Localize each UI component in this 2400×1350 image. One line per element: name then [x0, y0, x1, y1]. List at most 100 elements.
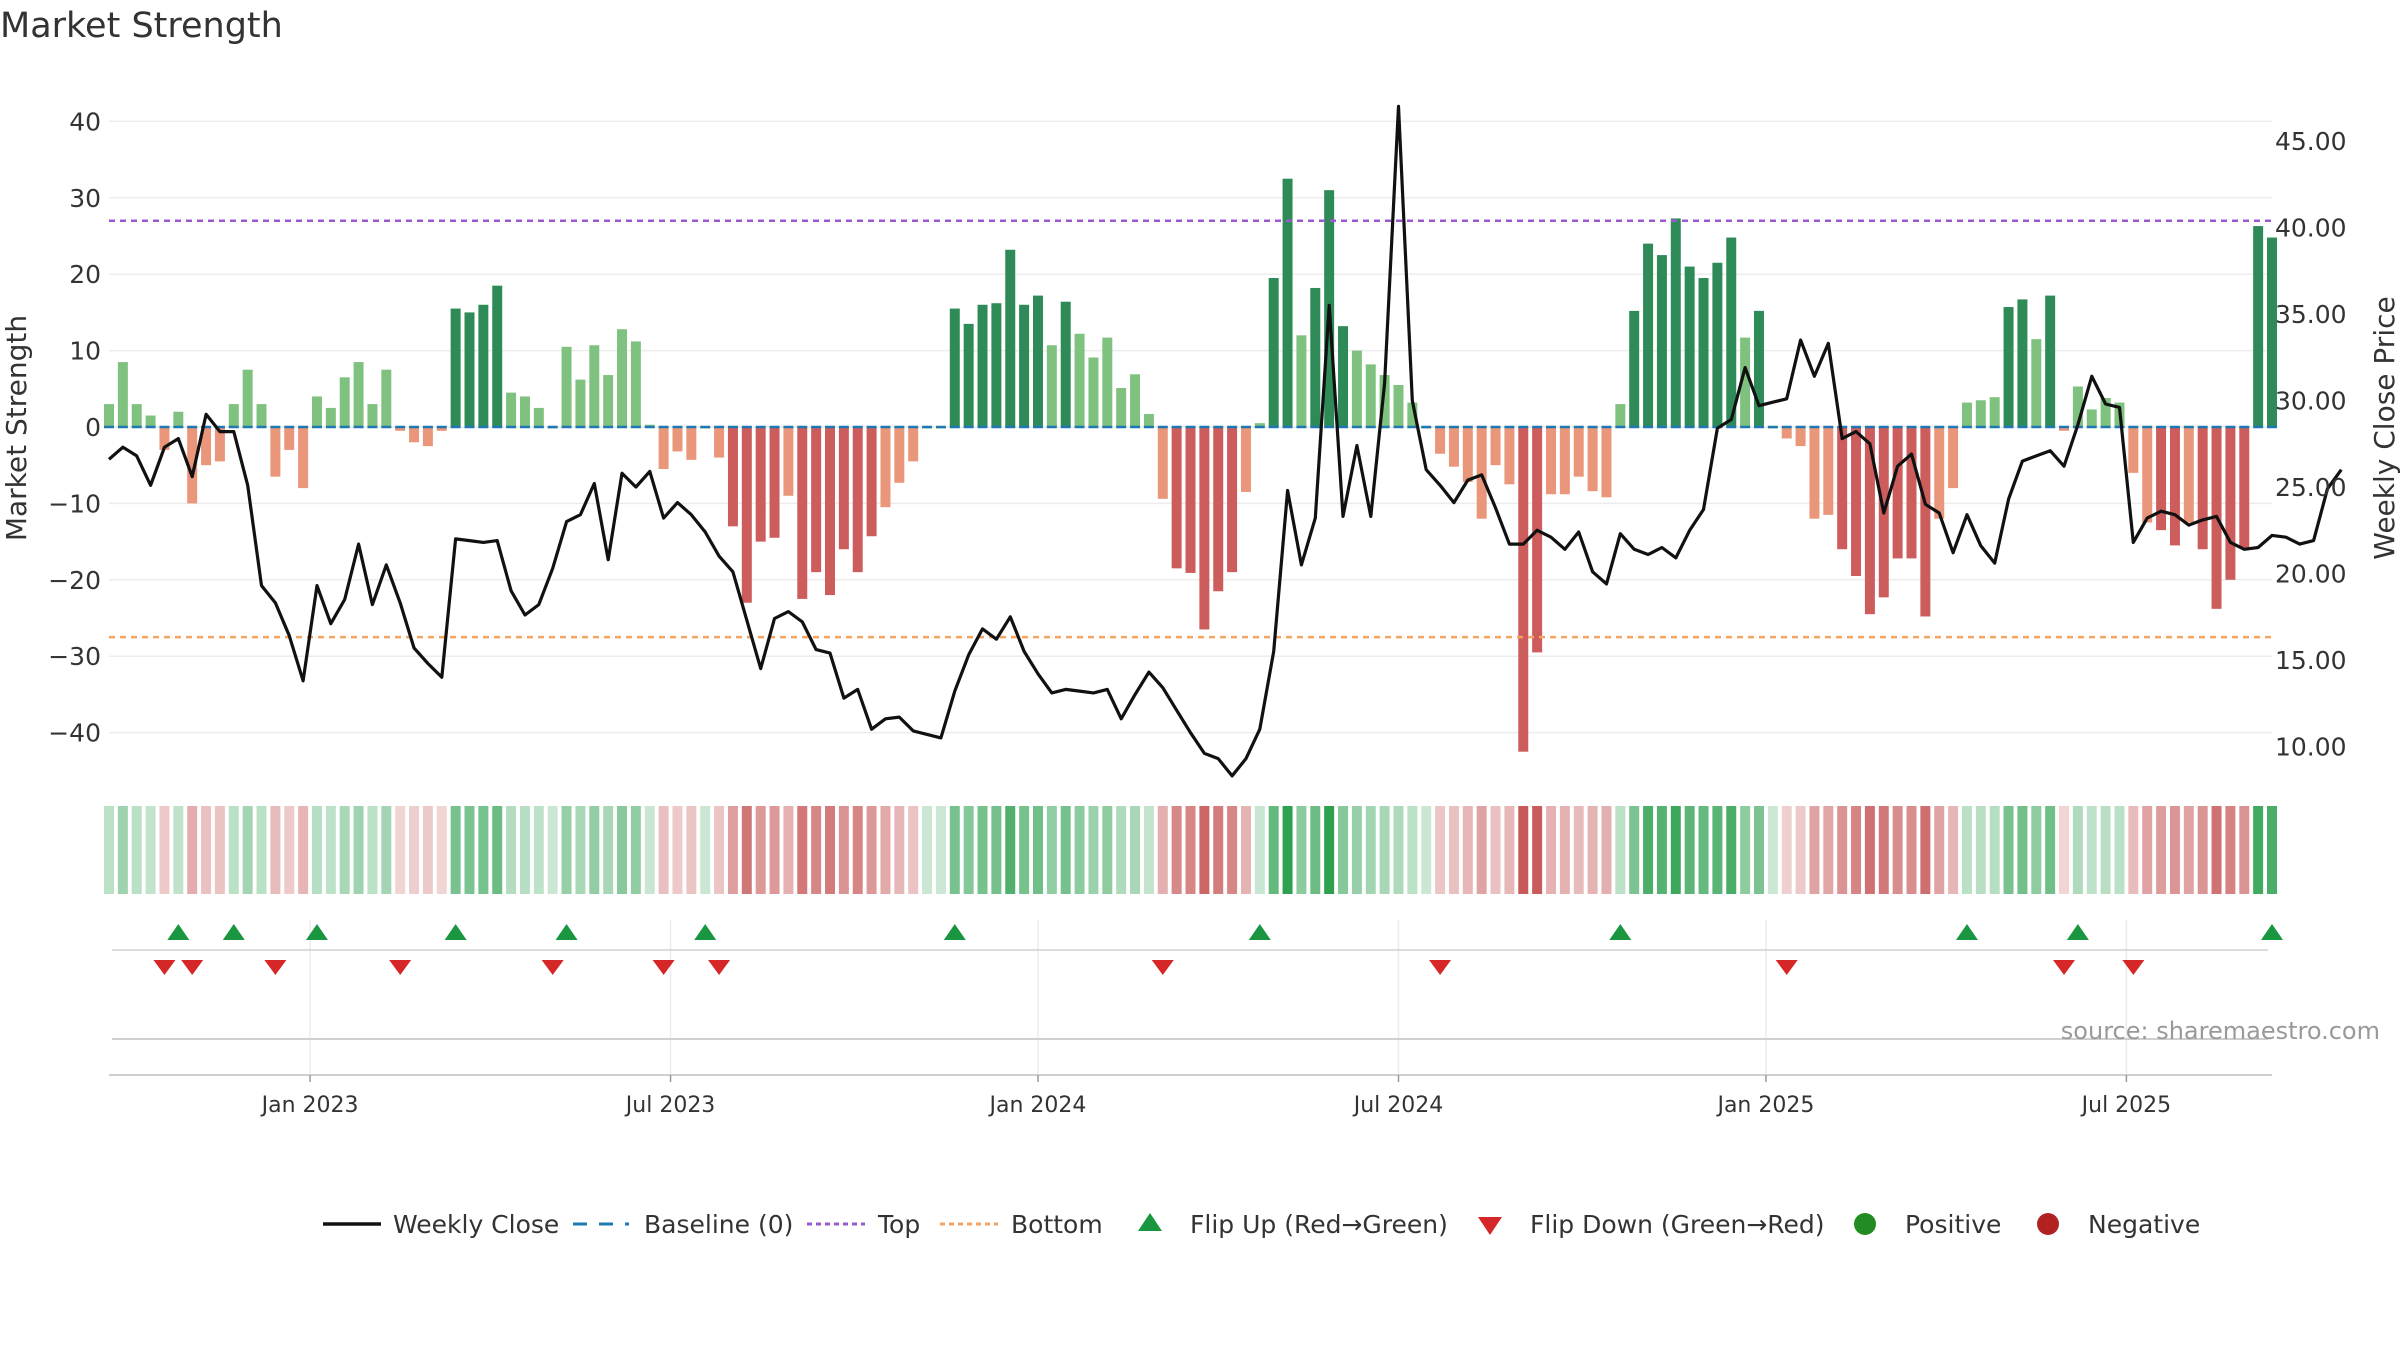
- strength-bar: [769, 427, 780, 538]
- heat-strip-cell: [922, 806, 933, 894]
- strength-bar: [1851, 427, 1862, 576]
- heat-strip-cell: [2211, 806, 2222, 894]
- heat-strip-cell: [1393, 806, 1404, 894]
- strength-bar: [1116, 388, 1127, 427]
- heat-strip-cell: [949, 806, 960, 894]
- strength-bar: [741, 427, 752, 603]
- right-tick-label: 35.00: [2275, 300, 2347, 329]
- chart-title: Market Strength: [0, 6, 283, 46]
- heat-strip-cell: [214, 806, 225, 894]
- heat-strip-cell: [228, 806, 239, 894]
- strength-bar: [838, 427, 849, 550]
- strength-bar: [1240, 427, 1251, 492]
- heat-strip-cell: [201, 806, 212, 894]
- strength-bar: [2059, 427, 2070, 431]
- strength-bar: [797, 427, 808, 599]
- strength-bar: [949, 308, 960, 427]
- heat-strip-cell: [2017, 806, 2028, 894]
- strength-bar: [1476, 427, 1487, 519]
- heat-strip-cell: [672, 806, 683, 894]
- heat-strip-cell: [1435, 806, 1446, 894]
- heat-strip-cell: [104, 806, 114, 894]
- strength-bar: [755, 427, 766, 542]
- heat-strip-cell: [644, 806, 655, 894]
- strength-bar: [1684, 266, 1695, 427]
- strength-bar: [727, 427, 738, 527]
- strength-bar: [2239, 427, 2250, 548]
- strength-bar: [270, 427, 281, 477]
- x-tick-label: Jan 2023: [260, 1093, 359, 1118]
- flip-down-marker: [2122, 960, 2145, 975]
- heat-strip-cell: [1476, 806, 1487, 894]
- heat-strip-cell: [963, 806, 974, 894]
- flip-up-marker: [555, 924, 578, 940]
- heat-strip-cell: [1421, 806, 1432, 894]
- strength-bar: [1462, 427, 1473, 483]
- heat-strip-cell: [991, 806, 1002, 894]
- flip-up-marker: [943, 924, 966, 940]
- strength-bar: [1601, 427, 1612, 498]
- heat-strip-cell: [1032, 806, 1043, 894]
- heat-strip-cell: [977, 806, 988, 894]
- heat-strip-cell: [1989, 806, 2000, 894]
- heat-strip-cell: [311, 806, 322, 894]
- strength-bar: [1143, 414, 1154, 427]
- strength-bar: [2197, 427, 2208, 550]
- heat-strip-cell: [1601, 806, 1612, 894]
- strength-bar: [1656, 255, 1667, 427]
- left-tick-label: 40: [69, 107, 101, 136]
- strength-bar: [1019, 304, 1030, 427]
- heat-strip-cell: [866, 806, 877, 894]
- strength-bar: [1934, 427, 1945, 519]
- heat-strip-cell: [1060, 806, 1071, 894]
- heat-strip-cell: [1920, 806, 1931, 894]
- heat-strip-cell: [1684, 806, 1695, 894]
- heat-strip-cell: [783, 806, 794, 894]
- strength-bar: [1032, 295, 1043, 427]
- heat-strip-cell: [1102, 806, 1113, 894]
- heat-strip-cell: [450, 806, 461, 894]
- strength-bar: [201, 427, 212, 466]
- left-tick-label: −40: [48, 719, 101, 748]
- flip-down-marker: [1429, 960, 1452, 975]
- strength-bar: [1407, 402, 1418, 427]
- strength-bar: [2169, 427, 2180, 546]
- heat-strip-cell: [2072, 806, 2083, 894]
- strength-bar: [187, 427, 198, 504]
- strength-bar: [1670, 218, 1681, 427]
- heat-strip-cell: [1282, 806, 1293, 894]
- strength-bar: [2100, 397, 2111, 427]
- heat-strip-cell: [2169, 806, 2180, 894]
- heat-strip-cell: [1532, 806, 1543, 894]
- strength-bar: [1920, 427, 1931, 617]
- heat-strip-cell: [2142, 806, 2153, 894]
- weekly-close-line: [107, 104, 2343, 778]
- heat-strip-cell: [1504, 806, 1515, 894]
- strength-bar: [908, 427, 919, 462]
- strength-bar: [409, 427, 420, 443]
- heat-strip-cell: [2253, 806, 2264, 894]
- flip-up-marker: [1955, 924, 1978, 940]
- heat-strip-cell: [409, 806, 420, 894]
- reference-lines: [104, 219, 2277, 639]
- flip-up-marker: [305, 924, 328, 940]
- heat-strip-cell: [1019, 806, 1030, 894]
- strength-bar: [1532, 427, 1543, 653]
- strength-bar: [2045, 295, 2056, 427]
- strength-bar: [1989, 397, 2000, 427]
- heat-strip-cell: [436, 806, 447, 894]
- heat-strip-cell: [422, 806, 433, 894]
- strength-bar: [228, 404, 239, 427]
- strength-bar: [1268, 278, 1279, 427]
- strength-bar: [1088, 357, 1099, 427]
- heat-strip-cell: [1740, 806, 1751, 894]
- strength-bar: [1546, 427, 1556, 495]
- heat-strip-cell: [714, 806, 725, 894]
- flip-markers: [112, 924, 2283, 975]
- right-tick-label: 40.00: [2275, 214, 2347, 243]
- strength-bar: [298, 427, 309, 489]
- heat-strip-cell: [658, 806, 669, 894]
- strength-bar: [2156, 427, 2167, 531]
- strength-bar: [1005, 249, 1016, 427]
- heat-strip-cell: [1171, 806, 1182, 894]
